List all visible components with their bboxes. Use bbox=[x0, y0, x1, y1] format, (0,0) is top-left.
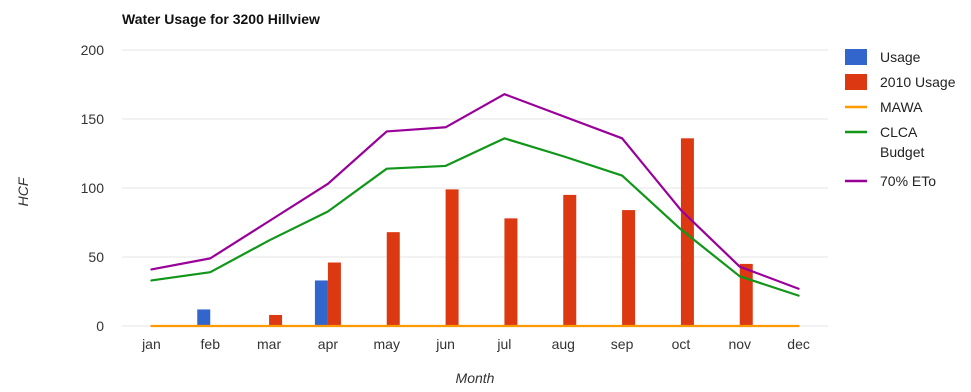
x-tick-label: dec bbox=[787, 336, 810, 352]
legend: Usage 2010 Usage MAWA CLCA Budget 70% ETo bbox=[845, 49, 956, 189]
y-tick-label: 150 bbox=[81, 111, 105, 127]
bars bbox=[197, 138, 753, 326]
x-tick-label: may bbox=[374, 336, 400, 352]
x-tick-label: nov bbox=[728, 336, 751, 352]
y-axis-title: HCF bbox=[15, 176, 31, 206]
x-tick-label: jan bbox=[141, 336, 161, 352]
legend-swatch bbox=[845, 49, 867, 65]
x-axis-title: Month bbox=[456, 370, 495, 386]
lines bbox=[150, 93, 800, 328]
bar bbox=[314, 280, 328, 326]
legend-label: 2010 Usage bbox=[880, 74, 956, 90]
y-tick-label: 0 bbox=[96, 318, 104, 334]
legend-label: Usage bbox=[880, 49, 921, 65]
chart-title: Water Usage for 3200 Hillview bbox=[122, 11, 320, 27]
x-tick-label: oct bbox=[672, 336, 691, 352]
y-tick-labels: 0 50 100 150 200 bbox=[81, 42, 105, 334]
x-tick-label: apr bbox=[318, 336, 339, 352]
bar bbox=[563, 194, 577, 326]
x-tick-label: sep bbox=[611, 336, 634, 352]
series-line bbox=[150, 93, 800, 290]
x-tick-label: jun bbox=[435, 336, 455, 352]
legend-label: Budget bbox=[880, 144, 924, 160]
y-tick-label: 50 bbox=[88, 249, 104, 265]
x-tick-label: mar bbox=[257, 336, 281, 352]
grid bbox=[122, 49, 828, 327]
bar bbox=[386, 232, 400, 326]
legend-label: 70% ETo bbox=[880, 173, 936, 189]
x-tick-label: jul bbox=[496, 336, 511, 352]
x-tick-label: aug bbox=[552, 336, 575, 352]
y-tick-label: 100 bbox=[81, 180, 105, 196]
bar bbox=[622, 210, 636, 326]
bar bbox=[269, 314, 283, 326]
legend-label: CLCA bbox=[880, 124, 918, 140]
x-tick-label: feb bbox=[201, 336, 221, 352]
bar bbox=[680, 138, 694, 326]
y-tick-label: 200 bbox=[81, 42, 105, 58]
bar bbox=[504, 218, 518, 326]
bar bbox=[327, 262, 341, 326]
x-tick-labels: jan feb mar apr may jun jul aug sep oct nov dec bbox=[141, 336, 810, 352]
legend-label: MAWA bbox=[880, 99, 923, 115]
bar bbox=[739, 263, 753, 326]
legend-swatch bbox=[845, 74, 867, 90]
bar bbox=[445, 189, 459, 326]
bar bbox=[197, 309, 211, 326]
series-line bbox=[150, 137, 800, 297]
